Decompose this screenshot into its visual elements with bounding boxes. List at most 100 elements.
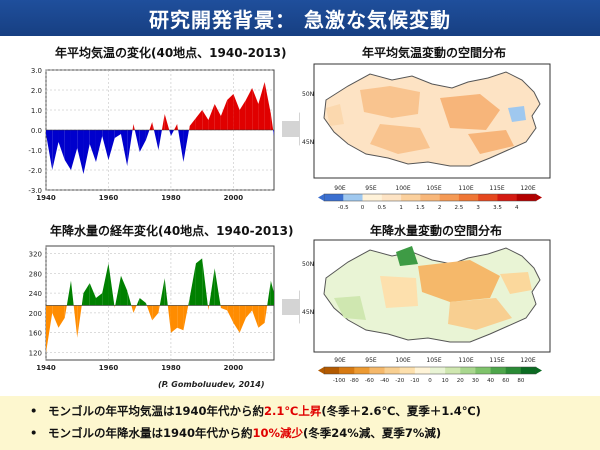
y-tick-label: 280 bbox=[29, 270, 42, 278]
colorbar-end-arrow bbox=[536, 194, 542, 201]
x-tick-label: 2000 bbox=[224, 194, 244, 202]
area-segment bbox=[95, 130, 103, 162]
area-segment bbox=[245, 88, 253, 130]
area-segment bbox=[189, 118, 196, 130]
colorbar-tick-label: -100 bbox=[333, 378, 346, 384]
colorbar-swatch bbox=[339, 367, 355, 374]
area-segment bbox=[161, 114, 165, 130]
area-segment bbox=[66, 280, 71, 306]
area-segment bbox=[188, 298, 190, 306]
area-segment bbox=[77, 130, 84, 174]
colorbar-tick-label: 3.5 bbox=[493, 205, 502, 211]
precipitation-anomaly-chart: 320 280 240 200 160 120 1940 1960 1980 2000 bbox=[29, 245, 275, 372]
area-segment bbox=[77, 305, 82, 338]
page-title: 研究開発背景： 急激な気候変動 bbox=[0, 0, 600, 36]
area-segment bbox=[139, 130, 146, 152]
lat-label: 45N bbox=[302, 309, 314, 316]
area-segment bbox=[52, 305, 59, 328]
area-segment bbox=[169, 130, 171, 136]
temp-map-title: 年平均気温変動の空間分布 bbox=[362, 46, 507, 60]
precip-series-title: 年降水量の経年変化(40地点、1940-2013) bbox=[50, 224, 294, 238]
colorbar-swatch bbox=[324, 367, 340, 374]
colorbar-swatch bbox=[381, 194, 402, 201]
area-segment bbox=[270, 280, 274, 306]
area-segment bbox=[273, 130, 274, 136]
colorbar-swatch bbox=[439, 194, 460, 201]
area-segment bbox=[70, 280, 74, 306]
area-segment bbox=[183, 130, 189, 162]
bullet-text: モンゴルの年平均気温は1940年代から約 bbox=[48, 404, 265, 418]
x-tick-label: 1960 bbox=[99, 194, 119, 202]
colorbar-tick-label: 0 bbox=[428, 378, 432, 384]
lon-label: 90E bbox=[334, 185, 346, 192]
area-segment bbox=[267, 280, 271, 306]
colorbar-tick-label: 20 bbox=[457, 378, 464, 384]
area-segment bbox=[58, 130, 65, 160]
area-segment bbox=[195, 258, 203, 306]
colorbar-tick-label: -40 bbox=[380, 378, 389, 384]
area-segment bbox=[170, 305, 178, 333]
area-segment bbox=[102, 130, 109, 160]
colorbar-tick-label: 4 bbox=[515, 205, 519, 211]
colorbar-tick-label: 3 bbox=[476, 205, 480, 211]
bullet-icon: • bbox=[30, 426, 38, 440]
precip-map-title: 年降水量変動の空間分布 bbox=[370, 224, 503, 238]
lon-label: 115E bbox=[489, 357, 504, 364]
lon-label: 110E bbox=[458, 185, 473, 192]
y-tick-label: 200 bbox=[29, 310, 42, 318]
colorbar-tick-label: -10 bbox=[410, 378, 419, 384]
colorbar-swatch bbox=[478, 194, 498, 201]
x-tick-label: 1960 bbox=[99, 364, 119, 372]
area-segment bbox=[202, 110, 209, 130]
area-segment bbox=[227, 305, 234, 323]
colorbar-tick-label: -20 bbox=[395, 378, 404, 384]
y-tick-label: 160 bbox=[29, 330, 42, 338]
area-segment bbox=[167, 305, 171, 333]
area-segment bbox=[108, 130, 115, 160]
map-lon-labels: 90E 95E 100E 105E 110E 115E 120E bbox=[334, 357, 536, 364]
lat-label: 45N bbox=[302, 139, 314, 146]
colorbar-tick-label: 1.5 bbox=[416, 205, 425, 211]
area-segment bbox=[233, 94, 240, 130]
x-tick-label: 1980 bbox=[161, 194, 181, 202]
lon-label: 115E bbox=[489, 185, 504, 192]
area-segment bbox=[220, 305, 228, 311]
area-segment bbox=[127, 130, 133, 166]
colorbar-swatch bbox=[497, 194, 518, 201]
colorbar-tick-label: 30 bbox=[472, 378, 479, 384]
y-tick-label: 3.0 bbox=[31, 67, 42, 75]
lon-label: 100E bbox=[395, 185, 410, 192]
precipitation-colorbar: -100 -80 -60 -40 -20 -10 0 10 20 30 40 60 80 bbox=[318, 366, 542, 384]
colorbar-swatch bbox=[458, 194, 479, 201]
map-lon-labels: 90E 95E 100E 105E 110E 115E 120E bbox=[334, 185, 536, 192]
area-segment bbox=[158, 130, 162, 150]
area-segment bbox=[252, 88, 259, 130]
area-segment bbox=[115, 275, 121, 306]
area-segment bbox=[73, 305, 78, 338]
area-segment bbox=[146, 305, 153, 321]
area-segment bbox=[188, 126, 190, 130]
colorbar-swatch bbox=[362, 194, 383, 201]
bullet-text: (冬季＋2.6℃、夏季＋1.4℃) bbox=[321, 404, 481, 418]
area-segment bbox=[152, 305, 159, 321]
lon-label: 95E bbox=[365, 185, 377, 192]
area-segment bbox=[136, 298, 140, 306]
area-segment bbox=[114, 130, 121, 138]
area-segment bbox=[174, 124, 178, 130]
area-segment bbox=[83, 283, 90, 306]
area-segment bbox=[270, 114, 274, 130]
y-tick-label: 240 bbox=[29, 290, 42, 298]
area-segment bbox=[120, 130, 128, 166]
area-segment bbox=[83, 130, 90, 174]
colorbar-swatch bbox=[445, 367, 461, 374]
area-segment bbox=[177, 305, 184, 331]
y-tick-label: 120 bbox=[29, 350, 42, 358]
colorbar-swatch bbox=[401, 194, 421, 201]
colorbar-tick-label: 10 bbox=[442, 378, 449, 384]
plot-frame bbox=[45, 245, 275, 361]
area-segment bbox=[239, 100, 246, 130]
y-tick-label: -3.0 bbox=[28, 187, 42, 195]
y-tick-label: 2.0 bbox=[31, 87, 42, 95]
temp-series-title: 年平均気温の変化(40地点、1940-2013) bbox=[55, 46, 287, 60]
